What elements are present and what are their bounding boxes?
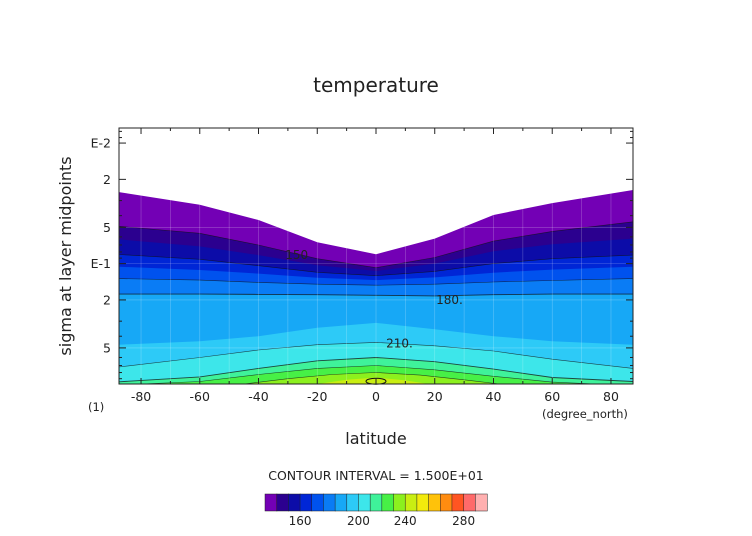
colorbar-swatch [463,493,476,512]
x-tick-label: 0 [372,389,380,404]
contour-label: 150 [285,248,308,262]
contour-line-10 [119,365,633,385]
colorbar-swatch [404,493,418,512]
colorbar-swatch [475,493,488,512]
colorbar-swatch [416,493,430,512]
x-tick-label: 40 [486,389,502,404]
contour-interval-text: CONTOUR INTERVAL = 1.500E+01 [268,468,484,483]
y-tick-label: E-2 [91,136,111,151]
y-tick-label: E-1 [91,256,111,271]
chart-title: temperature [313,73,439,97]
contour-label: 210. [386,336,413,350]
contour-bands [119,190,633,384]
contour-line-1 [118,221,634,269]
grid-lines [119,128,633,384]
contour-line-5 [118,278,634,286]
contour-line-9 [118,357,634,383]
x-tick-label: 80 [603,389,619,404]
x-tick-label: -40 [248,389,268,404]
x-tick-label: 20 [427,389,443,404]
colorbar-swatch [323,493,336,512]
colorbar-swatch [381,493,395,512]
colorbar-swatch [299,493,313,512]
colorbar-swatch [393,493,406,512]
contour-line-8 [118,342,634,369]
x-tick-label: 60 [544,389,560,404]
y-axis-tag: (1) [88,400,104,414]
colorbar-swatch [276,493,289,512]
colorbar: 160 200 240 280 [264,493,488,528]
colorbar-swatch [334,493,348,512]
colorbar-swatch [311,493,324,512]
colorbar-swatch [451,493,465,512]
contour-line-3 [118,254,634,277]
colorbar-swatch [358,493,371,512]
colorbar-tick-label: 280 [452,514,475,528]
x-axis-label: latitude [345,429,406,448]
x-axis: -80 -60 -40 -20 0 20 40 60 80 [131,128,619,404]
colorbar-swatch [369,493,383,512]
contour-label: 180. [436,293,463,307]
colorbar-tick-label: 240 [394,514,417,528]
colorbar-swatch [428,493,441,512]
contour-line-6 [119,293,633,297]
y-tick-label: 2 [103,292,111,307]
colorbar-swatch [346,493,360,512]
y-axis-label: sigma at layer midpoints [56,156,75,355]
colorbar-tick-label: 160 [289,514,312,528]
x-tick-label: -20 [307,389,327,404]
contour-labels: 180. 210. 150 [285,248,463,351]
y-tick-label: 2 [103,172,111,187]
colorbar-swatch [440,493,453,512]
x-tick-label: -60 [190,389,210,404]
y-tick-label: 5 [103,220,111,235]
x-tick-label: -80 [131,389,151,404]
y-tick-label: 5 [103,340,111,355]
colorbar-swatch [264,493,278,512]
x-axis-unit: (degree_north) [542,407,628,421]
colorbar-tick-label: 200 [347,514,370,528]
colorbar-swatch [288,493,301,512]
y-axis: E-2 2 5 E-1 2 5 [91,130,633,380]
